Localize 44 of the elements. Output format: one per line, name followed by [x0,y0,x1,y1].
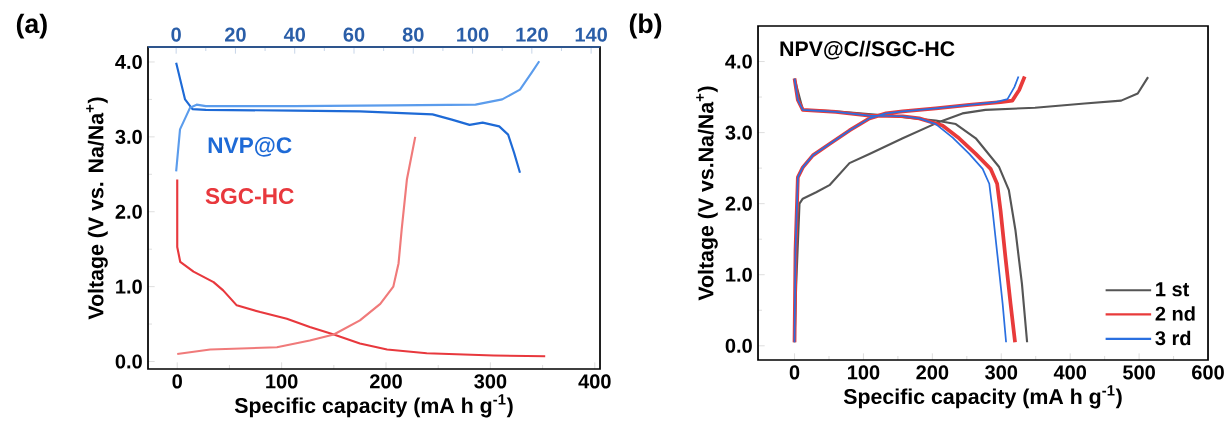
y-tick-label: 0.0 [725,338,752,353]
x2-tick-label: 0 [171,27,181,42]
x-tick-label: 500 [1123,365,1155,380]
legend-label: 1 st [1156,282,1190,297]
x-tick-label: 300 [985,365,1018,380]
x-tick-label: 200 [916,365,949,380]
x-tick-label: 100 [848,365,880,380]
y-tick-label: 3.0 [725,125,752,140]
series-label: NVP@C [208,136,292,157]
x2-tick-label: 20 [225,27,246,42]
x-tick-label: 100 [266,374,298,389]
x-tick-label: 600 [1192,365,1224,380]
x-tick-label: 400 [1053,365,1087,380]
x2-tick-label: 100 [457,27,489,42]
x-tick-label: 0 [172,374,182,389]
y-axis-title: Voltage (V vs.Na/Na$^{+}$) [696,86,718,301]
x-tick-label: 300 [474,374,507,389]
text: (b) [629,13,662,39]
y-tick-label: 2.0 [115,204,142,219]
x-axis-title: Specific capacity (mA h g$^{-1}$) [843,385,1122,409]
y-tick-label: 4.0 [115,54,142,70]
y-tick-label: 2.0 [725,196,752,211]
line-series [176,135,417,356]
y-tick-label: 1.0 [726,267,752,282]
legend-label: 2 nd [1155,306,1195,321]
x2-tick-label: 140 [575,27,607,42]
x-tick-label: 400 [578,374,611,389]
y-tick-label: 0.0 [115,354,142,369]
x2-tick-label: 80 [402,27,424,42]
x-tick-label: 200 [370,374,402,389]
legend-label: 3 rd [1155,330,1191,346]
series-label: SGC-HC [205,188,294,205]
y-tick-label: 3.0 [115,129,142,144]
text: (a) [16,13,47,39]
line-series [176,178,547,358]
x2-tick-label: 120 [516,27,548,42]
y-axis-title: Voltage (V vs. Na/Na$^{+}$) [86,97,108,320]
x-axis-title: Specific capacity (mA h g$^{-1}$) [234,394,513,418]
x-tick-label: 0 [789,365,800,380]
x2-tick-label: 60 [343,27,365,42]
x2-tick-label: 40 [283,27,305,42]
y-tick-label: 4.0 [725,54,752,69]
y-tick-label: 1.0 [116,279,142,294]
annotation: NPV@C//SGC-HC [780,40,955,60]
